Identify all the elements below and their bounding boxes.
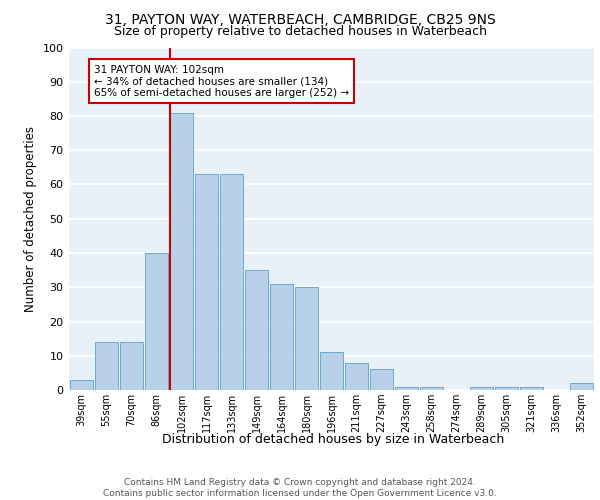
Bar xyxy=(370,370,393,390)
Bar xyxy=(520,386,543,390)
Bar xyxy=(120,342,143,390)
Bar xyxy=(420,386,443,390)
Y-axis label: Number of detached properties: Number of detached properties xyxy=(24,126,37,312)
Bar xyxy=(570,383,593,390)
Text: Size of property relative to detached houses in Waterbeach: Size of property relative to detached ho… xyxy=(113,25,487,38)
Bar xyxy=(245,270,268,390)
Bar xyxy=(95,342,118,390)
Bar xyxy=(345,362,368,390)
Bar xyxy=(320,352,343,390)
Bar xyxy=(295,287,318,390)
Text: 31, PAYTON WAY, WATERBEACH, CAMBRIDGE, CB25 9NS: 31, PAYTON WAY, WATERBEACH, CAMBRIDGE, C… xyxy=(104,12,496,26)
Bar xyxy=(270,284,293,390)
Text: 31 PAYTON WAY: 102sqm
← 34% of detached houses are smaller (134)
65% of semi-det: 31 PAYTON WAY: 102sqm ← 34% of detached … xyxy=(94,64,349,98)
Bar xyxy=(395,386,418,390)
Text: Contains HM Land Registry data © Crown copyright and database right 2024.
Contai: Contains HM Land Registry data © Crown c… xyxy=(103,478,497,498)
Bar xyxy=(170,112,193,390)
Bar xyxy=(145,253,168,390)
Bar xyxy=(495,386,518,390)
Bar xyxy=(70,380,93,390)
Bar xyxy=(220,174,243,390)
Bar xyxy=(470,386,493,390)
Text: Distribution of detached houses by size in Waterbeach: Distribution of detached houses by size … xyxy=(162,432,504,446)
Bar xyxy=(195,174,218,390)
